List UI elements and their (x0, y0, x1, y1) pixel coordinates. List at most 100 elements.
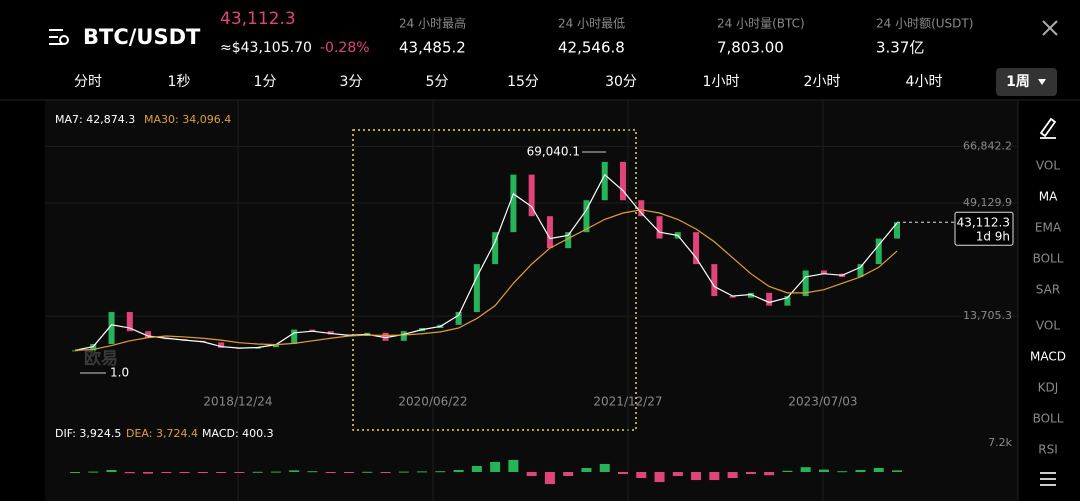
candle (382, 332, 389, 341)
watermark: 欧易 (84, 348, 118, 369)
candle (291, 329, 298, 344)
macd-bar (471, 465, 482, 472)
tab[interactable]: 1小时 (703, 74, 740, 90)
candle (90, 343, 97, 351)
legend-ma7: MA7: 42,874.3 (55, 113, 135, 126)
candle (492, 232, 499, 265)
candle (693, 232, 700, 265)
macd-bar (344, 472, 354, 473)
candle (145, 331, 152, 338)
macd-bar (544, 472, 555, 485)
macd-bar (216, 472, 227, 473)
macd-bar (672, 472, 683, 477)
stat-label: 24 小时最低 (558, 17, 625, 31)
candle (400, 331, 407, 341)
tab[interactable]: 1秒 (168, 74, 191, 90)
candle (875, 238, 882, 265)
last-price: 43,112.3 (220, 9, 296, 29)
x-tick-label: 2021/12/27 (593, 395, 662, 409)
macd-bar (581, 467, 592, 472)
macd-bar (88, 471, 99, 473)
macd-bar (873, 467, 884, 472)
tab[interactable]: 5分 (426, 74, 449, 90)
edit-icon[interactable] (1039, 117, 1057, 139)
macd-bar (508, 459, 519, 472)
candle (272, 343, 279, 348)
macd-bar (289, 470, 300, 472)
indicator[interactable]: EMA (1035, 221, 1062, 235)
indicator[interactable]: RSI (1038, 443, 1058, 457)
close[interactable] (1042, 20, 1058, 36)
candle (583, 200, 590, 233)
stat-label: 24 小时额(USDT) (876, 17, 973, 31)
macd-bar (727, 472, 738, 479)
indicator[interactable]: KDJ (1038, 381, 1059, 395)
x-tick-label: 2018/12/24 (203, 395, 272, 409)
macd-bar (70, 472, 80, 473)
macd-bar (691, 472, 702, 481)
macd-bar (417, 471, 428, 473)
tab[interactable]: 30分 (605, 74, 637, 90)
macd-bar (800, 467, 811, 472)
macd-bar (179, 472, 190, 473)
x-tick-label: 2023/07/03 (788, 395, 857, 409)
candle (601, 161, 608, 201)
change: -0.28% (320, 40, 370, 56)
tab[interactable]: 1周 (1006, 74, 1030, 90)
candle (565, 232, 572, 249)
macd-bar (270, 471, 281, 473)
menu-icon[interactable] (49, 29, 69, 45)
indicator[interactable]: SAR (1036, 283, 1060, 297)
candle (802, 270, 809, 297)
tab[interactable]: 2小时 (804, 74, 841, 90)
macd-bar (161, 472, 172, 473)
candle (747, 292, 754, 298)
max-label: 69,040.1 (527, 145, 580, 159)
macd-bar (307, 471, 318, 473)
macd-bar (252, 471, 263, 473)
indicator[interactable]: MA (1039, 190, 1058, 204)
indicator[interactable]: VOL (1036, 159, 1060, 173)
macd-bar (745, 472, 756, 475)
macd-bar (599, 463, 610, 472)
current-price: 43,112.3 (957, 216, 1010, 230)
macd-bar (526, 472, 537, 477)
candle (327, 331, 334, 335)
tab[interactable]: 1分 (254, 74, 277, 90)
candle (894, 222, 900, 239)
macd-bar (636, 472, 647, 479)
usd-price: ≈$43,105.70 (220, 40, 312, 56)
indicator[interactable]: BOLL (1033, 412, 1064, 426)
candle (126, 312, 133, 332)
macd-bar (654, 472, 665, 483)
settings-icon[interactable] (1040, 472, 1056, 486)
candle (784, 296, 791, 306)
indicator[interactable]: MACD (1030, 350, 1066, 364)
legend-ma30: MA30: 34,096.4 (144, 113, 231, 126)
macd-bar (325, 472, 336, 473)
macd-bar (709, 472, 720, 481)
tab[interactable]: 4小时 (906, 74, 943, 90)
candle (729, 296, 736, 298)
tab[interactable]: 分时 (74, 74, 102, 90)
tab-selected-bg[interactable] (996, 68, 1057, 96)
min-label: 1.0 (110, 366, 129, 380)
macd-tick-label: 7.2k (988, 436, 1012, 449)
dropdown-arrow[interactable] (1038, 79, 1046, 85)
macd-bar (892, 470, 902, 472)
candle (820, 270, 827, 274)
tab[interactable]: 3分 (340, 74, 363, 90)
indicator[interactable]: BOLL (1033, 252, 1064, 266)
macd-bar (453, 469, 464, 472)
macd-bar (380, 472, 391, 473)
candle (528, 174, 535, 217)
candle (309, 329, 316, 332)
pair: BTC/USDT (83, 25, 201, 49)
indicator[interactable]: VOL (1036, 319, 1060, 333)
macd-bar (855, 469, 866, 472)
stat-value: 42,546.8 (558, 39, 625, 57)
tab[interactable]: 15分 (507, 74, 539, 90)
macd-bar (435, 471, 446, 473)
y-tick-label: 13,705.3 (963, 309, 1012, 322)
